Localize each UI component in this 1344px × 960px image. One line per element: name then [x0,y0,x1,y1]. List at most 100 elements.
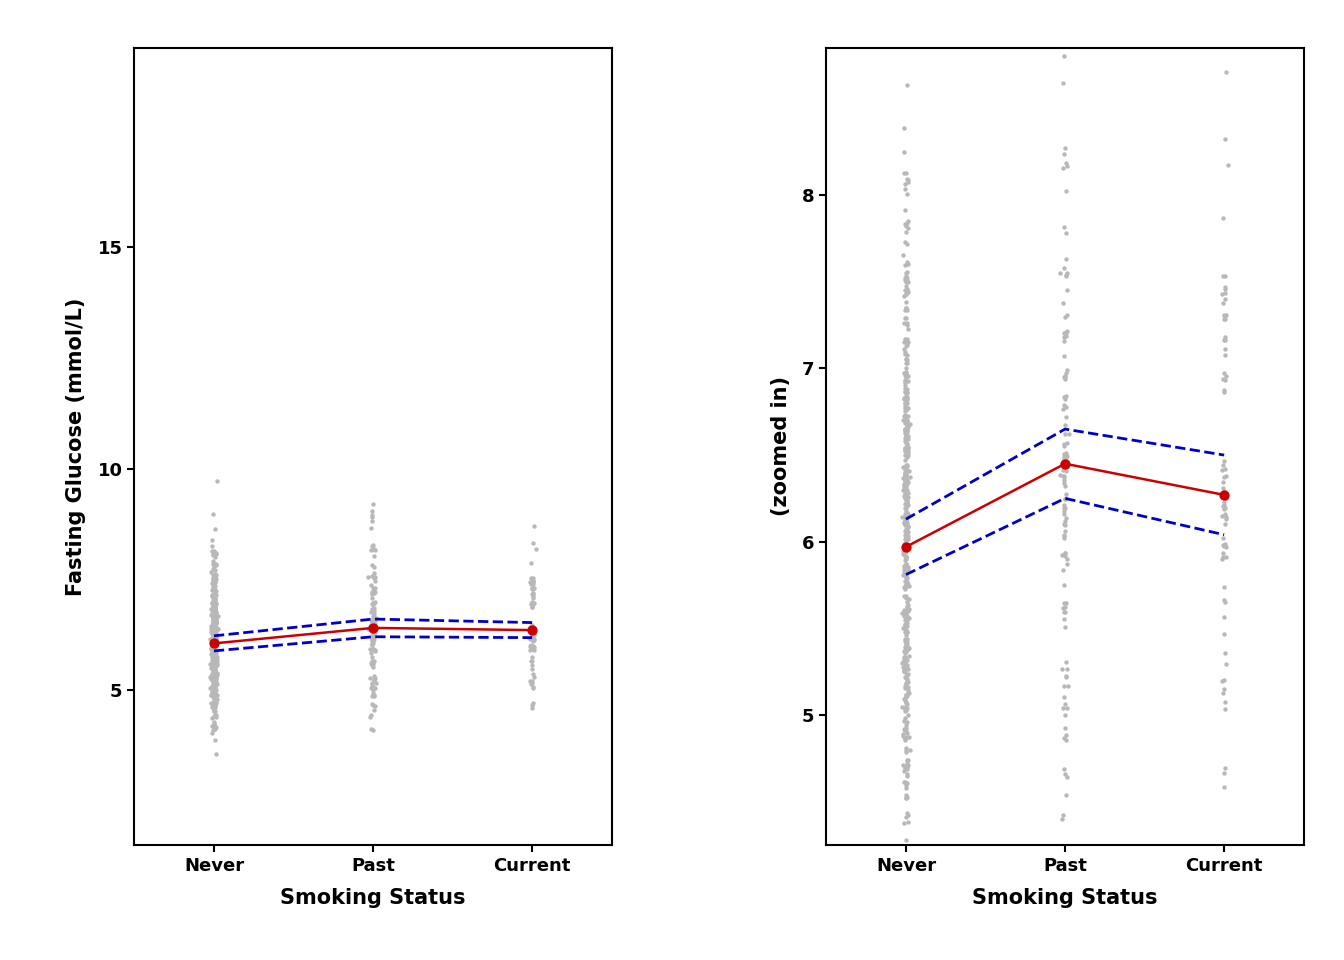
Point [203,691,224,707]
Point [894,701,915,716]
Point [898,256,919,272]
Point [1214,311,1235,326]
Point [894,604,915,619]
Point [203,581,224,596]
Point [206,676,227,691]
Point [895,268,917,283]
Point [203,643,224,659]
Point [895,492,917,507]
Point [202,660,223,675]
Point [200,618,222,634]
Point [523,633,544,648]
Point [896,271,918,286]
Point [202,625,223,640]
Point [204,696,226,711]
Point [1214,501,1235,516]
Point [203,638,224,654]
Point [204,602,226,617]
Point [1054,31,1075,46]
Point [204,614,226,630]
Point [204,609,226,624]
Point [363,627,384,642]
Point [202,633,223,648]
Point [362,615,383,631]
Point [1214,308,1235,324]
Point [896,506,918,521]
Point [895,677,917,692]
Point [203,604,224,619]
Point [1055,269,1077,284]
Point [523,574,544,589]
Point [894,700,915,715]
Point [203,631,224,646]
Point [1054,595,1075,611]
Point [202,725,223,740]
Point [203,622,224,637]
Point [523,581,544,596]
Point [520,624,542,639]
Point [362,637,383,653]
Point [364,601,386,616]
Point [203,548,224,564]
Point [1052,548,1074,564]
Point [895,557,917,572]
Point [892,848,914,863]
Point [1056,556,1078,571]
Point [895,578,917,593]
Point [892,543,914,559]
Point [204,571,226,587]
Point [203,722,224,737]
Point [204,663,226,679]
Point [200,601,222,616]
Point [894,775,915,790]
Point [896,386,918,401]
Point [362,621,383,636]
Point [894,380,915,396]
Point [360,721,382,736]
Point [896,752,918,767]
Point [895,832,917,848]
Point [1054,531,1075,546]
Point [362,608,383,623]
Point [523,586,544,601]
Point [203,649,224,664]
Point [896,171,918,186]
Point [200,640,222,656]
Point [204,669,226,684]
Point [895,566,917,582]
Point [895,639,917,655]
Point [204,708,226,723]
Point [894,392,915,407]
Point [894,656,915,671]
Point [1214,494,1235,510]
Point [894,549,915,564]
Point [896,776,918,791]
Point [896,956,918,960]
Point [1054,720,1075,735]
Point [203,626,224,641]
Point [894,875,915,890]
Point [202,601,223,616]
Point [203,611,224,626]
Point [362,636,383,652]
Point [362,649,383,664]
Point [895,791,917,806]
Point [203,649,224,664]
Point [204,595,226,611]
Point [895,549,917,564]
Point [894,690,915,706]
Point [896,635,918,650]
Point [899,417,921,432]
Point [520,577,542,592]
Point [894,559,915,574]
Point [203,681,224,696]
Point [1052,700,1074,715]
Point [203,640,224,656]
Point [896,413,918,428]
Point [202,598,223,613]
Point [894,347,915,362]
Point [523,639,544,655]
Point [895,523,917,539]
Point [1055,787,1077,803]
Point [204,687,226,703]
